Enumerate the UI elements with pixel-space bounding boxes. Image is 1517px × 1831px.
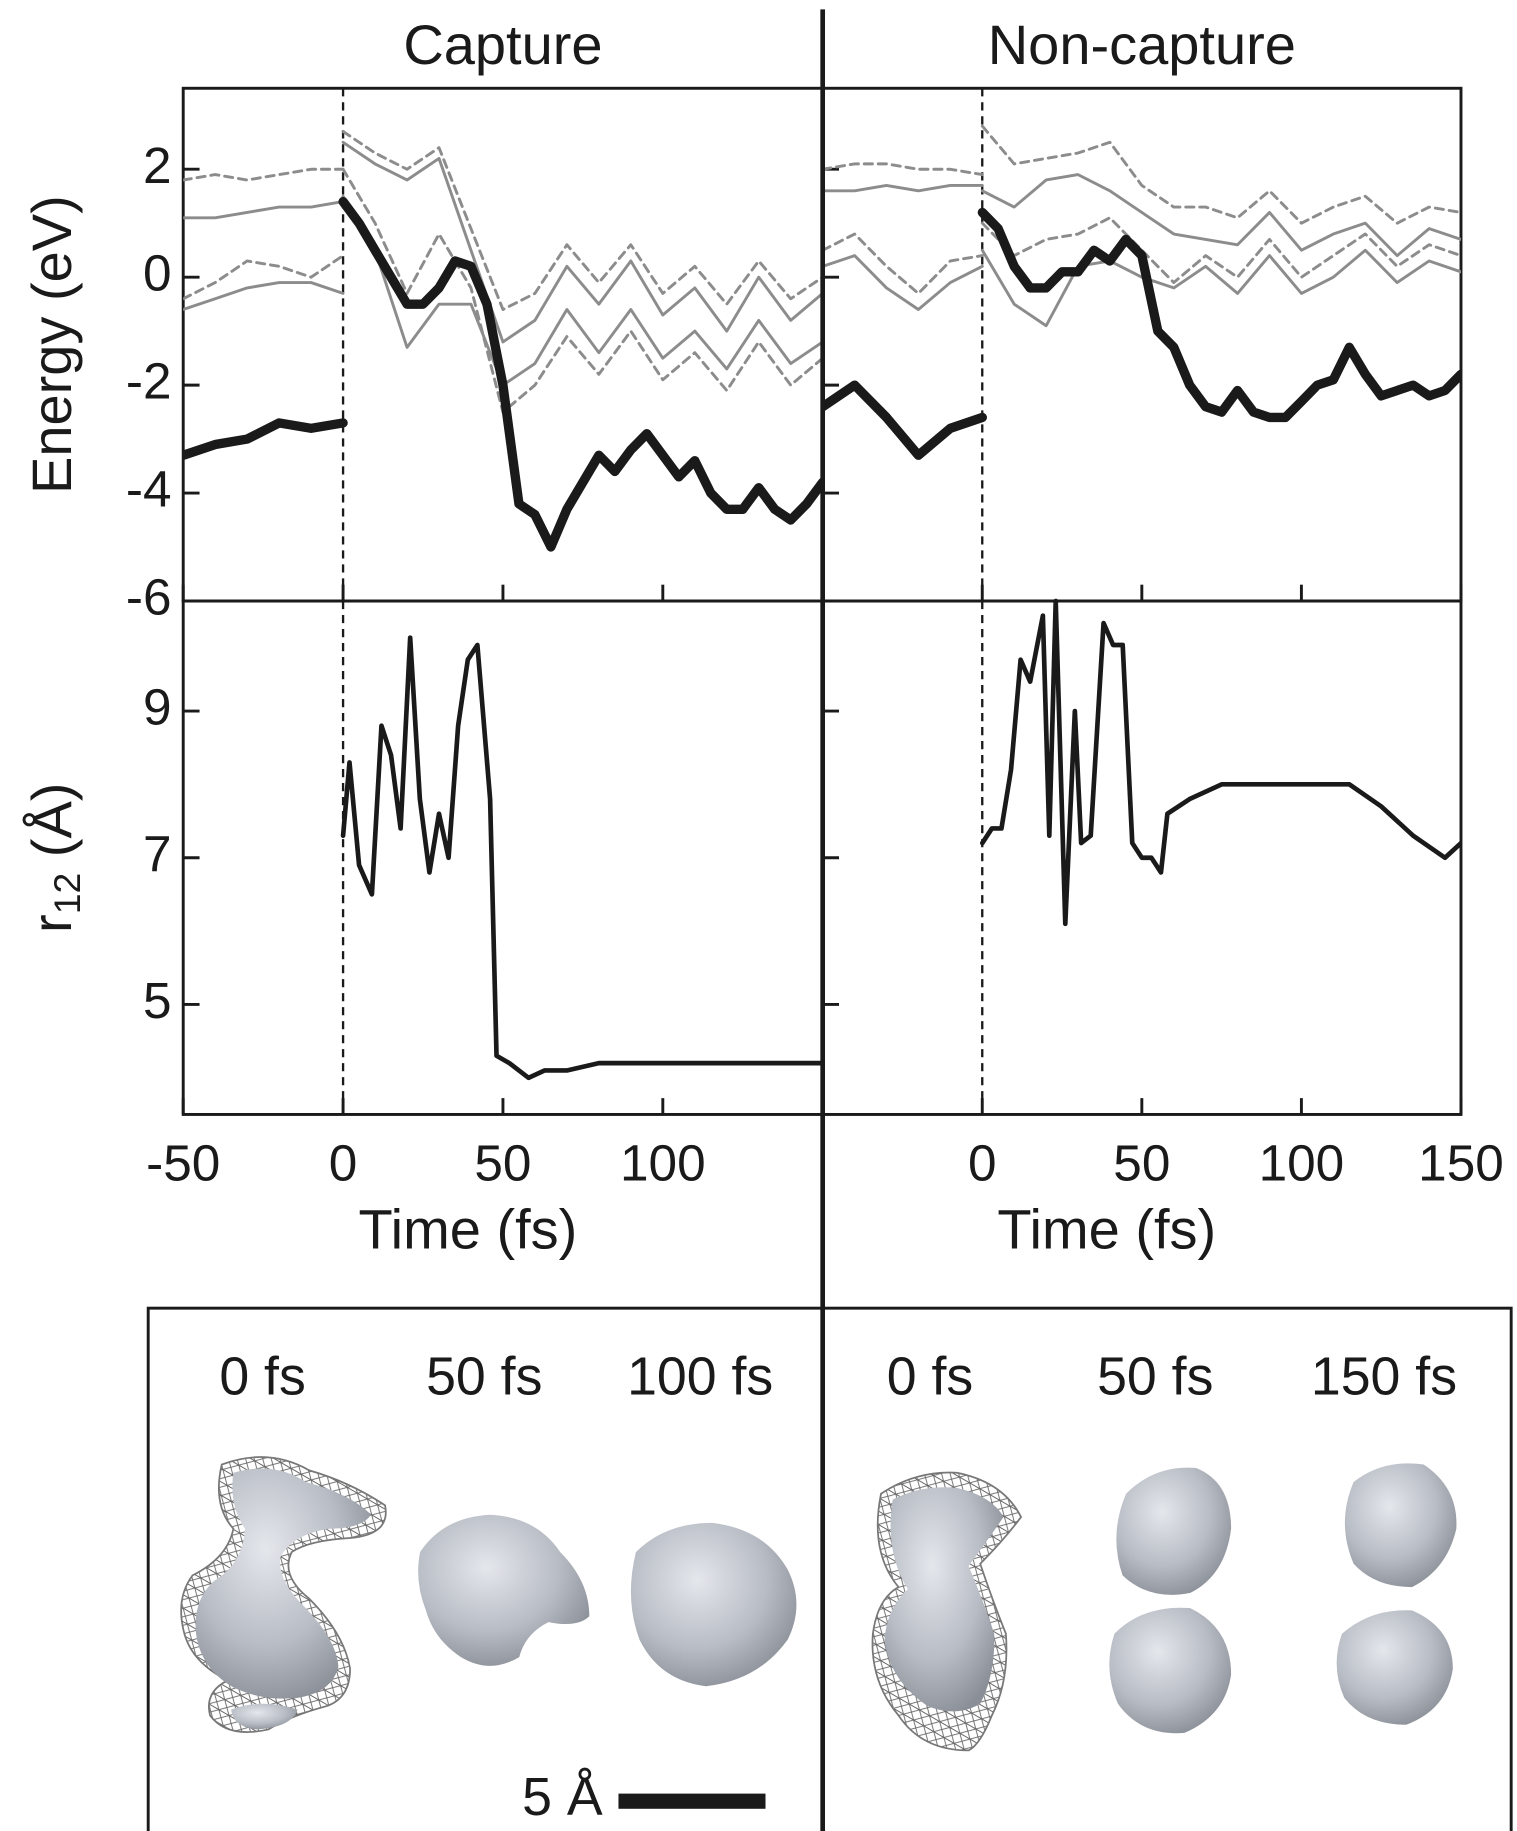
y-tick-label: -2: [126, 353, 172, 410]
x-tick-label: 50: [1113, 1135, 1170, 1192]
density-blob: [1109, 1607, 1232, 1734]
snapshot-label: 100 fs: [627, 1347, 773, 1407]
density-blob: [1344, 1463, 1457, 1588]
snapshot-panel: 0 fs 50 fs 100 fs 0 fs 50 fs 150 fs 5 Å: [146, 1306, 1513, 1831]
series-group: [340, 635, 823, 1081]
plot-panel: 5 7 9 -50 0 50 100 Time (fs) r12 (Å): [20, 599, 825, 1260]
scale-bar-label: 5 Å: [522, 1767, 603, 1827]
series-line: [183, 281, 345, 311]
y-tick-label: 5: [143, 972, 172, 1029]
series-line: [980, 216, 1461, 285]
y-tick-label: -6: [126, 569, 172, 626]
density-blob: [180, 1456, 387, 1733]
series-line: [822, 184, 984, 193]
y-axis-label-part: (Å): [20, 783, 83, 873]
series-line: [183, 418, 348, 460]
scale-bar: [618, 1793, 766, 1809]
series-group: [979, 598, 1461, 927]
series-line: [980, 124, 1461, 225]
y-tick-label: 7: [143, 825, 172, 882]
x-tick-label: -50: [146, 1135, 220, 1192]
x-axis-label: Time (fs): [359, 1197, 578, 1260]
series-line: [341, 129, 823, 311]
series-line: [341, 140, 823, 344]
density-blob: [1116, 1467, 1232, 1595]
snapshot-label: 50 fs: [1097, 1347, 1213, 1407]
series-line: [183, 200, 345, 220]
x-tick-label: 100: [1259, 1135, 1345, 1192]
series-line: [980, 248, 1461, 328]
series-line: [341, 167, 823, 414]
series-line: [822, 254, 984, 311]
series-line: [183, 254, 345, 301]
snapshot-frame: [146, 1306, 1513, 1831]
y-axis-label-part: r: [20, 914, 83, 933]
y-tick-label: 2: [143, 137, 172, 194]
density-blob: [418, 1514, 590, 1666]
series-line: [822, 380, 987, 460]
x-axis-label: Time (fs): [997, 1197, 1216, 1260]
x-tick-label: 50: [474, 1135, 531, 1192]
x-tick-label: 100: [620, 1135, 706, 1192]
plot-panel: 0 50 100 150 Time (fs): [821, 598, 1504, 1260]
y-axis-label: Energy (eV): [20, 195, 83, 494]
plot-frame: [821, 86, 1463, 603]
series-line: [977, 207, 1461, 423]
y-axis-label-part: 12: [46, 873, 88, 915]
series-line: [822, 232, 984, 295]
x-tick-label: 150: [1418, 1135, 1504, 1192]
snapshot-label: 150 fs: [1311, 1347, 1457, 1407]
column-title: Capture: [403, 13, 602, 76]
snapshot-label: 0 fs: [887, 1347, 973, 1407]
y-axis-label: r12 (Å): [20, 783, 88, 933]
plot-frame: [181, 599, 825, 1116]
y-tick-label: 9: [143, 679, 172, 736]
plot-panel: Non-capture: [821, 13, 1463, 603]
density-blob: [1336, 1610, 1453, 1725]
series-line: [980, 173, 1461, 258]
density-blob: [871, 1471, 1023, 1752]
series-line: [822, 162, 984, 177]
density-blob: [630, 1522, 797, 1687]
plot-frame: [181, 86, 825, 603]
series-group: [183, 129, 823, 552]
plot-panel: -6 -4 -2 0 2 Capture Energy (eV): [20, 13, 825, 626]
series-line: [979, 598, 1461, 927]
y-tick-label: 0: [143, 245, 172, 302]
series-line: [183, 167, 345, 182]
x-tick-label: 0: [329, 1135, 358, 1192]
series-line: [341, 194, 823, 387]
series-group: [822, 124, 1461, 460]
snapshot-label: 50 fs: [426, 1347, 542, 1407]
series-line: [338, 196, 823, 552]
series-line: [340, 635, 823, 1081]
x-tick-label: 0: [968, 1135, 997, 1192]
y-tick-label: -4: [126, 461, 172, 518]
snapshot-label: 0 fs: [219, 1347, 305, 1407]
column-title: Non-capture: [988, 13, 1296, 76]
